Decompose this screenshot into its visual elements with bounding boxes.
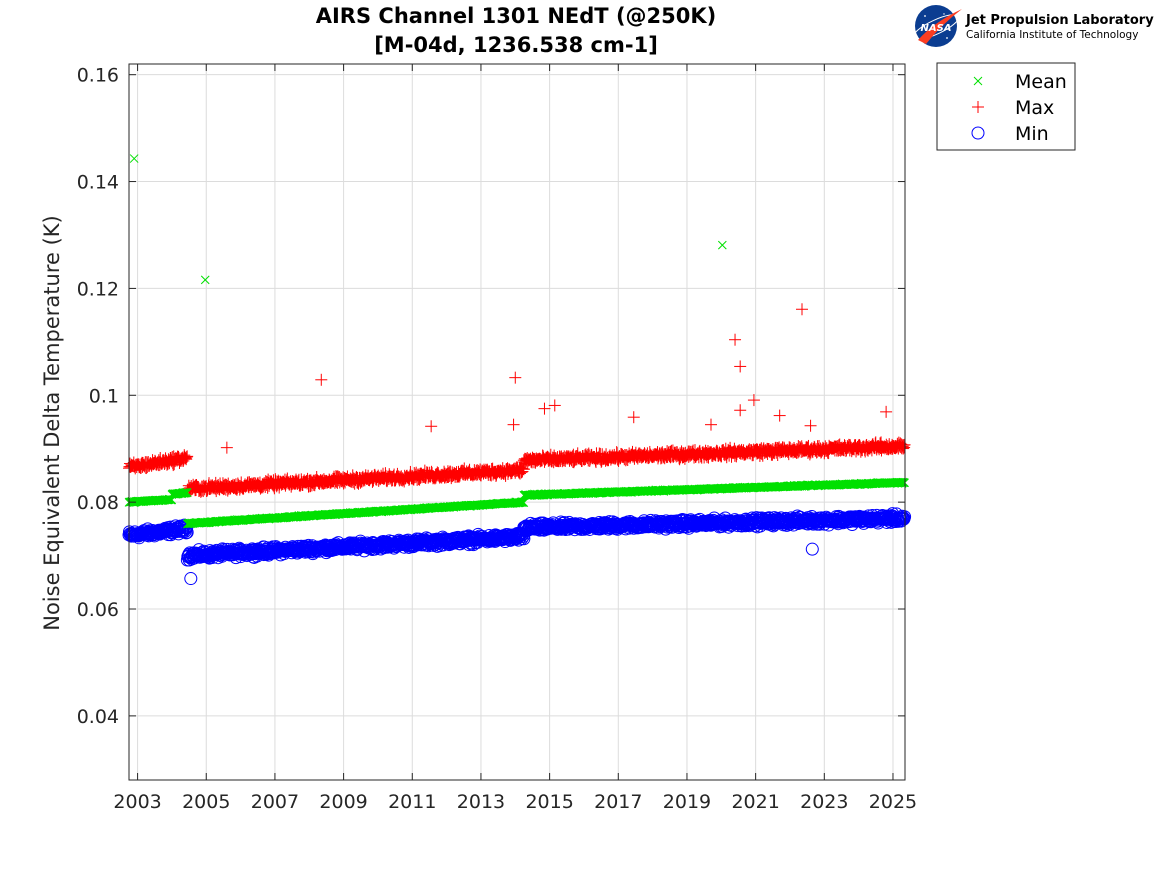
y-tick-label: 0.1: [89, 385, 119, 407]
x-tick-label: 2003: [113, 791, 161, 813]
legend: Mean Max Min: [936, 62, 1076, 151]
x-tick-label: 2023: [800, 791, 848, 813]
y-tick-label: 0.04: [77, 706, 119, 728]
plot-background: [129, 64, 905, 780]
chart-subtitle: [M-04d, 1236.538 cm-1]: [374, 33, 658, 57]
y-tick-label: 0.08: [77, 492, 119, 514]
grid-lines: [129, 64, 905, 780]
jpl-subtitle: California Institute of Technology: [966, 29, 1138, 41]
chart-title: AIRS Channel 1301 NEdT (@250K): [316, 4, 717, 28]
x-tick-label: 2013: [457, 791, 505, 813]
x-tick-label: 2019: [663, 791, 711, 813]
jpl-logo: NASA Jet Propulsion Laboratory Californi…: [912, 5, 1154, 47]
x-tick-label: 2007: [251, 791, 299, 813]
x-tick-label: 2025: [869, 791, 917, 813]
x-tick-label: 2005: [182, 791, 230, 813]
jpl-name: Jet Propulsion Laboratory: [965, 13, 1154, 28]
legend-label-min: Min: [1015, 123, 1049, 145]
y-tick-label: 0.16: [77, 65, 119, 87]
x-tick-label: 2021: [731, 791, 779, 813]
legend-label-max: Max: [1015, 97, 1054, 119]
legend-label-mean: Mean: [1015, 71, 1067, 93]
nasa-logotype: NASA: [920, 23, 951, 34]
data-marks: [122, 154, 912, 586]
series-min: [122, 507, 912, 586]
y-axis-label: Noise Equivalent Delta Temperature (K): [40, 215, 64, 631]
plot-area: 2003 2005 2007 2009 2011 2013 2015 2017 2019 2021…: [77, 63, 917, 813]
y-tick-label: 0.12: [77, 278, 119, 300]
x-tick-label: 2017: [594, 791, 642, 813]
x-tick-label: 2009: [319, 791, 367, 813]
x-tick-label: 2011: [388, 791, 436, 813]
y-tick-label: 0.06: [77, 599, 119, 621]
y-tick-label: 0.14: [77, 172, 119, 194]
x-tick-label: 2015: [525, 791, 573, 813]
